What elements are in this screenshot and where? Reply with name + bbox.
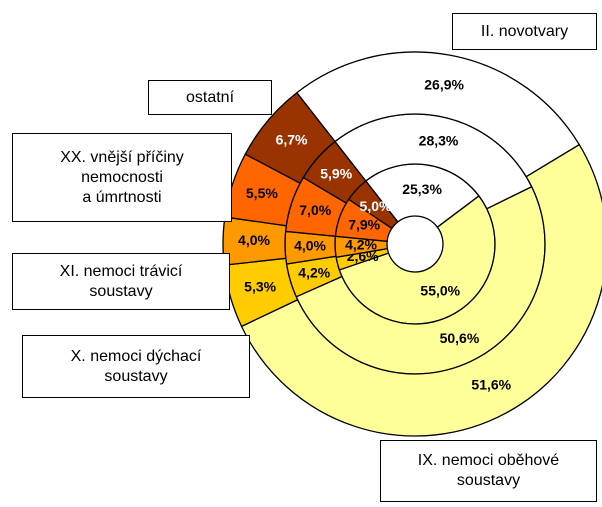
data-label: 4,2% (345, 237, 377, 253)
category-label: II. novotvary (452, 13, 597, 50)
ring-slice (240, 143, 602, 437)
category-label: ostatní (148, 80, 272, 115)
data-label: 26,9% (424, 76, 464, 92)
data-label: 55,0% (420, 282, 460, 298)
data-label: 5,0% (360, 198, 392, 214)
data-label: 6,7% (276, 131, 308, 147)
data-label: 4,0% (294, 238, 326, 254)
data-label: 28,3% (419, 132, 459, 148)
data-label: 4,0% (238, 232, 270, 248)
data-label: 4,2% (298, 264, 330, 280)
data-label: 5,9% (320, 165, 352, 181)
data-label: 50,6% (440, 330, 480, 346)
ring-slice (244, 91, 336, 185)
category-label: XI. nemoci trávicí soustavy (12, 253, 230, 310)
category-label: XX. vnější příčiny nemocnosti a úmrtnost… (12, 133, 232, 222)
data-label: 25,3% (402, 181, 442, 197)
ring-slice (295, 51, 581, 178)
data-label: 7,9% (348, 216, 380, 232)
data-label: 5,3% (244, 279, 276, 295)
category-label: IX. nemoci oběhové soustavy (380, 440, 597, 502)
data-label: 51,6% (471, 376, 511, 392)
data-label: 7,0% (299, 202, 331, 218)
data-label: 5,5% (246, 185, 278, 201)
category-label: X. nemoci dýchací soustavy (22, 335, 250, 398)
